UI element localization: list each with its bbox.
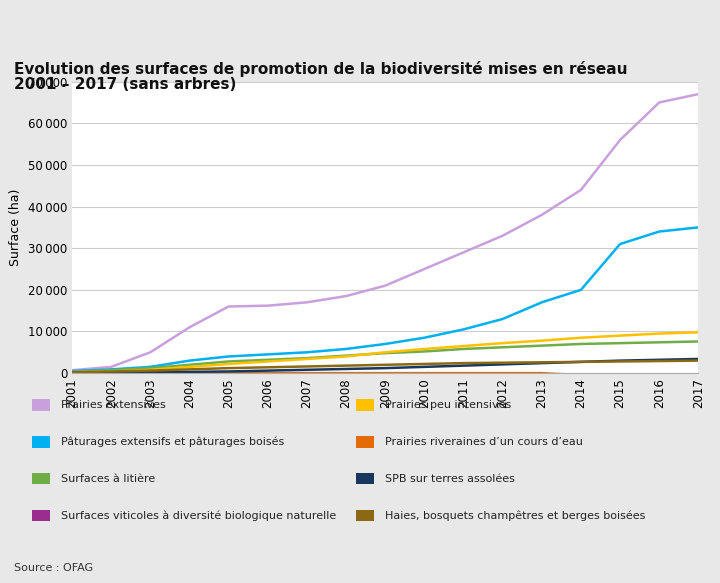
Text: 2001 – 2017 (sans arbres): 2001 – 2017 (sans arbres) (14, 77, 237, 92)
Text: Surfaces viticoles à diversité biologique naturelle: Surfaces viticoles à diversité biologiqu… (61, 510, 336, 521)
Text: Prairies peu intensives: Prairies peu intensives (385, 400, 511, 410)
Y-axis label: Surface (ha): Surface (ha) (9, 189, 22, 266)
Text: Pâturages extensifs et pâturages boisés: Pâturages extensifs et pâturages boisés (61, 437, 284, 447)
Text: Surfaces à litière: Surfaces à litière (61, 473, 156, 484)
Text: Prairies riveraines d’un cours d’eau: Prairies riveraines d’un cours d’eau (385, 437, 583, 447)
Text: Prairies extensives: Prairies extensives (61, 400, 166, 410)
Text: Haies, bosquets champêtres et berges boisées: Haies, bosquets champêtres et berges boi… (385, 510, 646, 521)
Text: Evolution des surfaces de promotion de la biodiversité mises en réseau: Evolution des surfaces de promotion de l… (14, 61, 628, 77)
Text: SPB sur terres assolées: SPB sur terres assolées (385, 473, 515, 484)
Text: Source : OFAG: Source : OFAG (14, 563, 94, 573)
